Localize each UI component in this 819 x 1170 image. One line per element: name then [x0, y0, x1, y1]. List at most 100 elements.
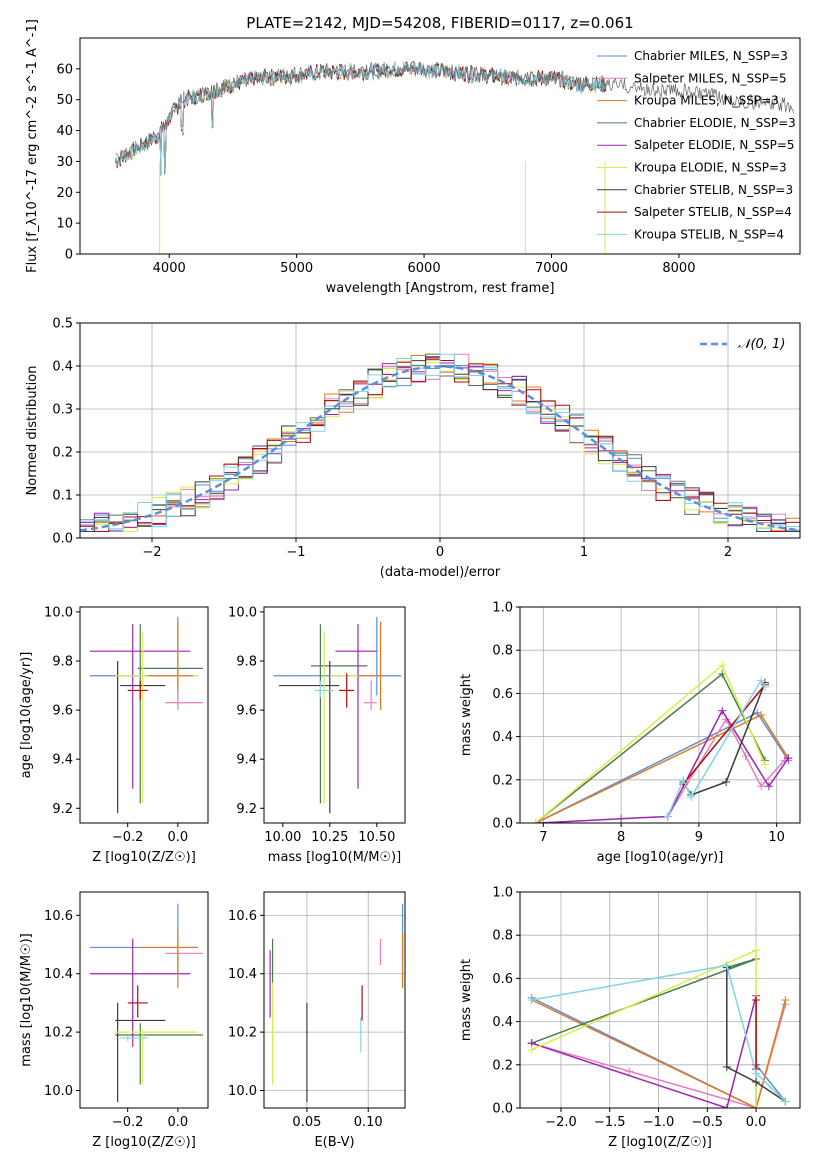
plot-area-mass_vs_EBV [269, 903, 404, 1103]
legend-label-kroupa_elodie: Kroupa ELODIE, N_SSP=3 [634, 161, 787, 175]
legend-label-salpeter_stelib: Salpeter STELIB, N_SSP=4 [634, 205, 792, 219]
x-tick-label: −2 [142, 545, 161, 560]
normal-curve [80, 365, 800, 532]
plot-area-age_vs_mass [273, 616, 402, 814]
y-tick-label: 60 [56, 62, 73, 77]
y-tick-label: 9.8 [236, 655, 257, 670]
y-tick-label: 0.2 [492, 773, 513, 788]
plot-area-age_vs_Z [90, 616, 203, 814]
x-tick-label: 10.25 [311, 830, 348, 845]
x-tick-label: 0.0 [168, 1115, 189, 1130]
panel-age_vs_mass: 10.00 10.25 10.50 9.2 9.4 9.6 9.8 10.0 mass [log… [228, 605, 406, 865]
x-tick-label: −1.5 [594, 1115, 626, 1130]
legend-label-chabrier_miles: Chabrier MILES, N_SSP=3 [634, 49, 788, 63]
x-axis-label: mass [log10(M/M☉)] [268, 850, 401, 865]
x-tick-label: 0.05 [292, 1115, 321, 1130]
y-tick-label: 0.4 [492, 1015, 513, 1030]
x-axis-label: E(B-V) [314, 1135, 354, 1150]
x-axis-label: (data-model)/error [380, 565, 501, 580]
panels: 4000 5000 6000 7000 80000102030405060wavelen… [19, 19, 801, 1150]
plot-area-weight_vs_Z [527, 946, 790, 1108]
legend-label-kroupa_miles: Kroupa MILES, N_SSP=3 [634, 94, 779, 108]
x-tick-label: 0.0 [168, 830, 189, 845]
x-tick-label: 5000 [280, 261, 313, 276]
y-tick-label: 10.0 [228, 1084, 257, 1099]
weight-line-kroupa_elodie [535, 664, 766, 823]
spectrum-line-chabrier_miles [115, 61, 607, 176]
plot-area-spectrum [115, 60, 794, 254]
x-axis-label: Z [log10(Z/Z☉)] [92, 850, 196, 865]
histogram-kroupa_stelib [80, 353, 800, 530]
x-tick-label: −0.2 [112, 830, 144, 845]
weight-line-salpeter_stelib [682, 684, 766, 785]
x-tick-label: 9 [695, 830, 703, 845]
x-tick-label: 2 [724, 545, 732, 560]
y-tick-label: 40 [56, 124, 73, 139]
y-tick-label: 0.0 [492, 817, 513, 832]
x-tick-label: −2.0 [545, 1115, 577, 1130]
weight-line-salpeter_elodie [539, 709, 789, 823]
spectrum-line-salpeter_elodie [115, 61, 607, 175]
y-tick-label: 9.4 [52, 753, 73, 768]
spectrum-line-salpeter_miles [115, 62, 607, 175]
y-axis-label: mass [log10(M/M☉)] [19, 933, 34, 1066]
x-tick-label: 6000 [408, 261, 441, 276]
y-axis-label: mass weight [459, 674, 474, 756]
axes-frame [519, 891, 801, 1109]
weight-line-chabrier_elodie [531, 958, 757, 1044]
weight-line-kroupa_stelib [531, 964, 786, 1103]
y-tick-label: 0.0 [492, 1102, 513, 1117]
y-tick-label: 10.0 [44, 605, 73, 620]
y-tick-label: 0.1 [52, 489, 73, 504]
x-axis-label: age [log10(age/yr)] [597, 850, 724, 865]
x-tick-label: 8 [617, 830, 625, 845]
panel-residuals: −2 −1 0 1 2 0.0 0.1 0.2 0.3 0.4 0.5 (data-model)/er… [25, 317, 801, 580]
x-tick-label: −0.5 [692, 1115, 724, 1130]
y-tick-label: 0.8 [492, 644, 513, 659]
x-tick-label: −1.0 [643, 1115, 675, 1130]
spectrum-line-kroupa_stelib [115, 61, 607, 177]
plot-area-weight_vs_age [531, 661, 793, 823]
y-tick-label: 30 [56, 155, 73, 170]
x-tick-label: 0 [436, 545, 444, 560]
y-tick-label: 0 [65, 248, 73, 263]
x-tick-label: −0.2 [112, 1115, 144, 1130]
x-tick-label: 4000 [153, 261, 186, 276]
y-tick-label: 1.0 [492, 601, 513, 616]
y-tick-label: 0.4 [52, 360, 73, 375]
legend-label-kroupa_stelib: Kroupa STELIB, N_SSP=4 [634, 227, 784, 241]
legend-label-chabrier_stelib: Chabrier STELIB, N_SSP=3 [634, 183, 793, 197]
weight-line-chabrier_stelib [726, 967, 786, 1103]
weight-line-kroupa_miles [531, 999, 787, 1108]
y-tick-label: 0.0 [52, 532, 73, 547]
x-tick-label: 7 [539, 830, 547, 845]
x-axis-label: Z [log10(Z/Z☉)] [92, 1135, 196, 1150]
plot-area-residuals [80, 353, 800, 532]
axes-frame [79, 606, 209, 824]
legend-label-salpeter_miles: Salpeter MILES, N_SSP=5 [634, 71, 787, 85]
axes-frame [519, 606, 801, 824]
y-tick-label: 9.4 [236, 753, 257, 768]
y-tick-label: 0.2 [52, 446, 73, 461]
x-tick-label: −1 [286, 545, 305, 560]
spectrum-line-chabrier_stelib [115, 62, 607, 175]
y-tick-label: 0.2 [492, 1058, 513, 1073]
y-axis-label: Normed distribution [25, 366, 40, 496]
x-tick-label: 0.0 [746, 1115, 767, 1130]
spectrum-data-line [115, 60, 794, 163]
panel-weight_vs_age: 7 8 9 10 0.0 0.2 0.4 0.6 0.8 1.0 age [log10(age/yr… [459, 601, 801, 865]
y-tick-label: 9.2 [236, 802, 257, 817]
x-axis-label: wavelength [Angstrom, rest frame] [326, 281, 555, 296]
axes-frame [79, 891, 209, 1109]
spectrum-line-kroupa_miles [115, 61, 607, 173]
y-axis-label: Flux [f_λ10^-17 erg cm^-2 s^-1 A^-1] [25, 19, 40, 273]
axes-frame [263, 606, 406, 824]
y-tick-label: 50 [56, 93, 73, 108]
y-axis-label: mass weight [459, 959, 474, 1041]
y-tick-label: 10.4 [228, 967, 257, 982]
y-tick-label: 10.0 [44, 1084, 73, 1099]
spectrum-line-salpeter_stelib [115, 61, 607, 176]
y-tick-label: 1.0 [492, 886, 513, 901]
x-tick-label: 0.10 [354, 1115, 383, 1130]
x-tick-label: 8000 [662, 261, 695, 276]
